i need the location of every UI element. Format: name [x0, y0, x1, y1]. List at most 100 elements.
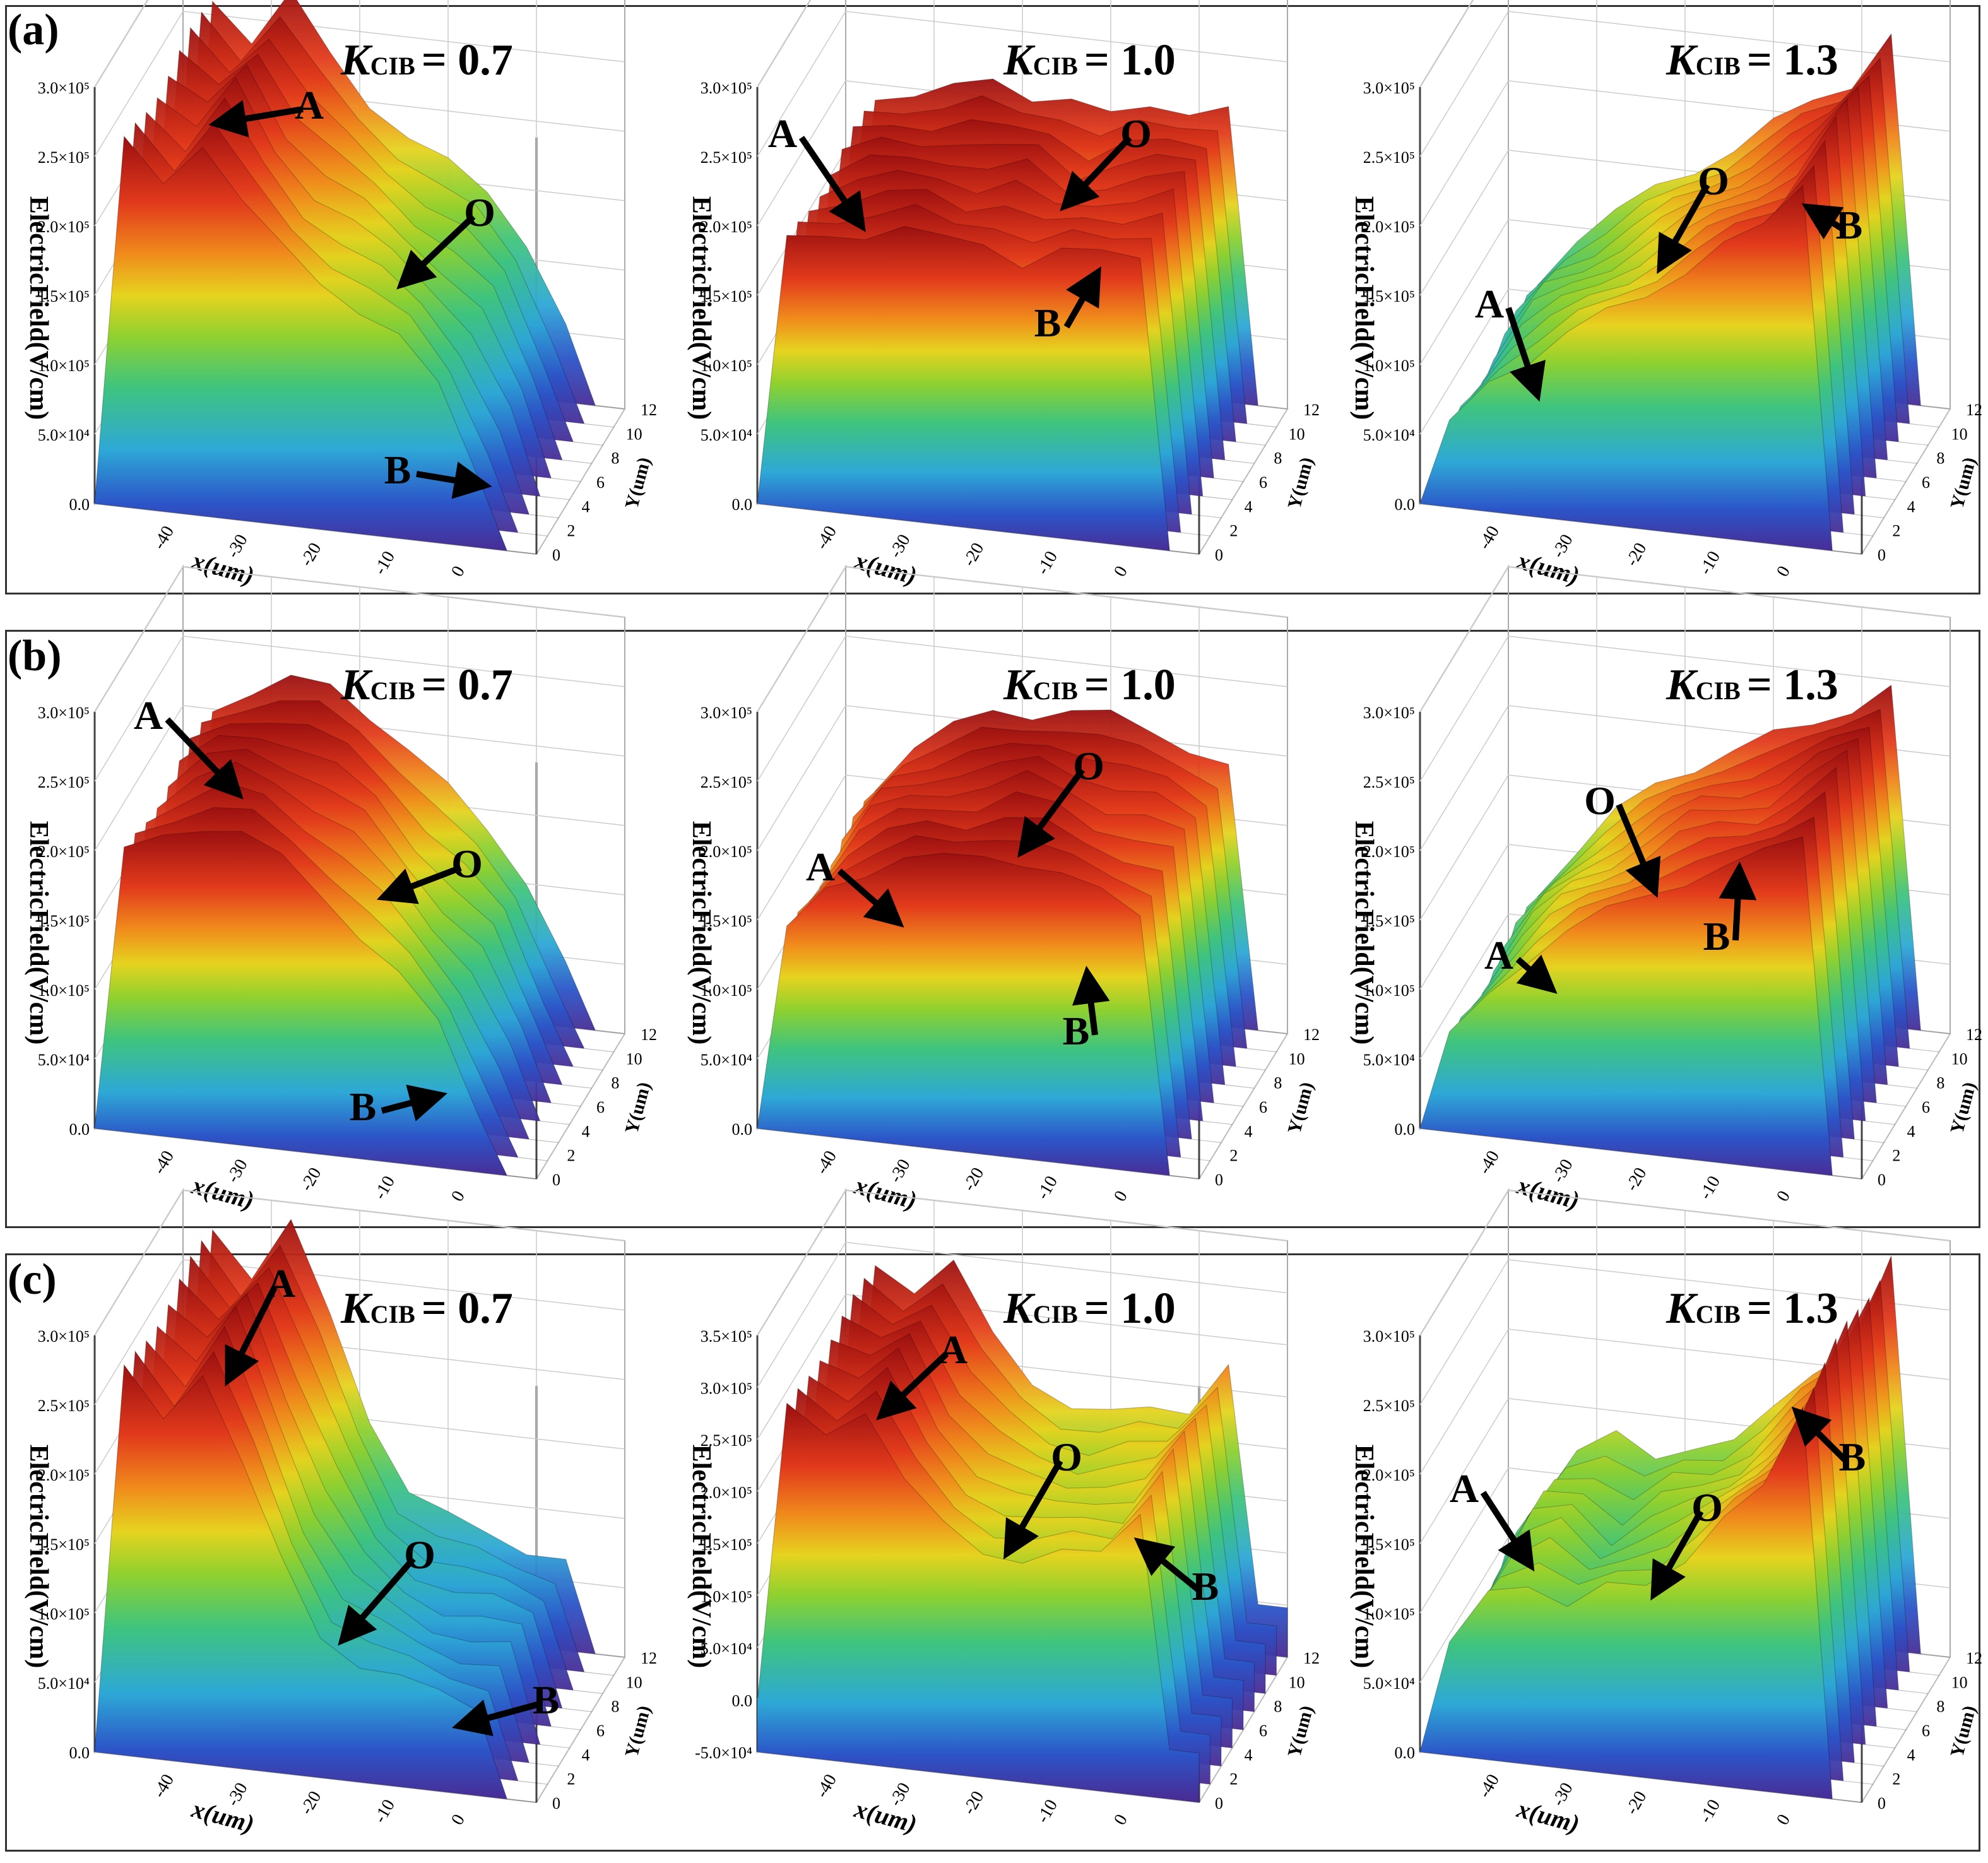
r0c1-annotation-arrow — [1060, 135, 1132, 211]
r1c0-annotation-label: B — [350, 1084, 377, 1129]
r2c0-title: KCIB = 0.7 — [340, 1284, 513, 1333]
r1c2-y-tick-label: 0 — [1878, 1171, 1886, 1189]
r0c2-y-tick-label: 10 — [1951, 425, 1968, 443]
r0c0-title-sub: CIB — [370, 52, 422, 80]
r0c2-annotation-arrow — [1505, 307, 1546, 402]
r1c2-title-value: = 1.3 — [1747, 661, 1838, 709]
r2c2-y-tick-label: 12 — [1966, 1649, 1982, 1667]
r0c1-y-tick-label: 10 — [1289, 425, 1305, 443]
r0c2-zgrid-side-line — [1419, 0, 1474, 88]
r1c2-zgrid-side-line — [1419, 566, 1509, 713]
r1c2-zgrid-side-line — [1419, 705, 1509, 851]
r0c0-y-tick-label: 12 — [641, 401, 657, 419]
r0c1-title-sub: CIB — [1033, 52, 1084, 80]
r1c0-title-sub: CIB — [370, 677, 422, 705]
r0c1-z-tick-label: 2.5×10⁵ — [701, 148, 752, 167]
r1c0-zgrid-side-line — [94, 705, 184, 851]
r1c1-y-tick-label: 10 — [1289, 1050, 1305, 1068]
r1c2-z-tick-label: 0.0 — [1395, 1120, 1416, 1138]
r2c0-title-sub: CIB — [370, 1300, 422, 1328]
r2c2-zgrid-side-line — [1419, 1190, 1509, 1336]
r2c0-zgrid-side-line — [94, 1190, 184, 1336]
r1c2-x-tick-label: 0 — [1773, 1188, 1794, 1205]
r0c1-zgrid-line — [845, 11, 1288, 62]
r2c2-title: KCIB = 1.3 — [1666, 1284, 1838, 1333]
r1c1-z-tick-label: 2.0×10⁵ — [701, 843, 752, 861]
r1c1-annotation-label: B — [1063, 1008, 1090, 1053]
r1c2-annotation-arrow — [1515, 954, 1558, 994]
r1c2-title-sub: CIB — [1696, 677, 1747, 705]
r0c2-title-value: = 1.3 — [1747, 36, 1838, 85]
r0c1-annotation-label: B — [1034, 300, 1062, 345]
r0c1-z-tick-label: 5.0×10⁴ — [701, 426, 752, 444]
r1c1-annotation-label: A — [806, 844, 835, 889]
r2c1-y-tick-label: 4 — [1245, 1746, 1253, 1764]
r2c2-x-tick-label: -10 — [1696, 1796, 1725, 1826]
r0c2-z-tick-label: 1.0×10⁵ — [1363, 357, 1415, 375]
r2c1-zgrid-side-line — [757, 1190, 846, 1336]
r1c0-zgrid-line — [182, 636, 625, 687]
r2c2-x-axis-label: x(um) — [1513, 1794, 1582, 1838]
r2c1-y-tick-label: 10 — [1289, 1673, 1305, 1691]
r2c0-title-k: K — [340, 1284, 373, 1333]
r1c0-x-tick-label: -10 — [370, 1173, 399, 1203]
r1c2-z-tick-label: 1.5×10⁵ — [1363, 912, 1415, 930]
r1c1-y-tick-label: 4 — [1245, 1122, 1253, 1140]
r2c0-title-value: = 0.7 — [422, 1284, 513, 1333]
r0c1-y-tick-label: 12 — [1303, 401, 1320, 419]
r1c2-y-tick-label: 8 — [1936, 1074, 1944, 1092]
r1c0-z-tick-label: 3.0×10⁵ — [38, 704, 90, 722]
r0c1-x-tick-label: -10 — [1033, 548, 1062, 578]
r2c1-x-axis-label: x(um) — [851, 1794, 920, 1838]
r1c0-annotation-arrow — [165, 717, 244, 800]
r1c2-zgrid-side-line — [1419, 636, 1509, 782]
r2c2-z-tick-label: 1.5×10⁵ — [1363, 1535, 1415, 1554]
r2c1-x-tick-label: -20 — [959, 1788, 988, 1818]
r0c1-y-tick-label: 2 — [1229, 522, 1238, 540]
r1c2-z-tick-label: 2.0×10⁵ — [1363, 843, 1415, 861]
r1c2-zgrid-side-line — [1419, 913, 1509, 1060]
r0c1-y-tick-label: 0 — [1215, 546, 1223, 564]
r1c1-zgrid-line — [845, 636, 1288, 687]
r0c2-x-tick-label: 0 — [1773, 563, 1794, 581]
r1c0-y-tick-label: 12 — [641, 1026, 657, 1044]
r1c2-zgrid-line — [1508, 566, 1951, 618]
r1c2-z-tick-label: 3.0×10⁵ — [1363, 704, 1415, 722]
r2c0-annotation-arrow — [338, 1556, 416, 1646]
r2c0-annotation-label: B — [533, 1677, 560, 1722]
r2c2-x-tick-label: -20 — [1622, 1788, 1651, 1818]
r1c0-y-axis-label: Y(um) — [621, 1080, 654, 1136]
r0c0-z-axis-label: ElectricField(V/cm) — [24, 196, 53, 420]
r0c2-z-axis-label: ElectricField(V/cm) — [1349, 196, 1378, 420]
r1c1-z-tick-label: 5.0×10⁴ — [701, 1051, 752, 1069]
r1c2-x-tick-label: -10 — [1696, 1173, 1725, 1203]
r0c1-surface-strip — [757, 226, 1200, 555]
r2c0-y-tick-label: 2 — [567, 1770, 575, 1789]
r0c1-x-tick-label: -20 — [959, 540, 988, 570]
r2c1-z-tick-label: 0.0 — [732, 1692, 753, 1710]
r0c2-annotation-arrow — [1801, 203, 1845, 240]
r1c1-y-tick-label: 6 — [1259, 1098, 1267, 1116]
r1c0-y-tick-label: 6 — [596, 1098, 605, 1116]
r0c0-y-tick-label: 2 — [567, 522, 575, 540]
r0c2-annotation-arrow — [1657, 183, 1710, 275]
r0c0-annotation-label: A — [295, 83, 324, 127]
r0c0-z-tick-label: 3.0×10⁵ — [38, 79, 90, 97]
r0c2-zgrid-side-line — [1419, 11, 1509, 157]
r2c0-z-tick-label: 0.0 — [69, 1744, 90, 1762]
r2c2-y-tick-label: 6 — [1922, 1722, 1930, 1740]
r0c1-annotation-arrow — [798, 136, 866, 232]
r2c1-y-tick-label: 0 — [1215, 1794, 1223, 1813]
r0c2-x-tick-label: -10 — [1696, 548, 1725, 578]
r0c0-title-value: = 0.7 — [422, 36, 513, 85]
r0c0-title: KCIB = 0.7 — [340, 36, 513, 85]
r2c0-x-axis-label: x(um) — [188, 1794, 257, 1838]
r1c1-z-tick-label: 0.0 — [732, 1120, 753, 1138]
r1c0-x-tick-label: 0 — [447, 1188, 469, 1205]
r0c1-zgrid-side-line — [757, 0, 811, 88]
r1c1-y-tick-label: 12 — [1303, 1026, 1320, 1044]
r0c2-z-tick-label: 3.0×10⁵ — [1363, 79, 1415, 97]
r0c1-annotation-arrow — [1063, 266, 1101, 329]
r2c1-z-tick-label: 1.5×10⁵ — [701, 1535, 752, 1554]
r0c2-y-tick-label: 0 — [1878, 546, 1886, 564]
